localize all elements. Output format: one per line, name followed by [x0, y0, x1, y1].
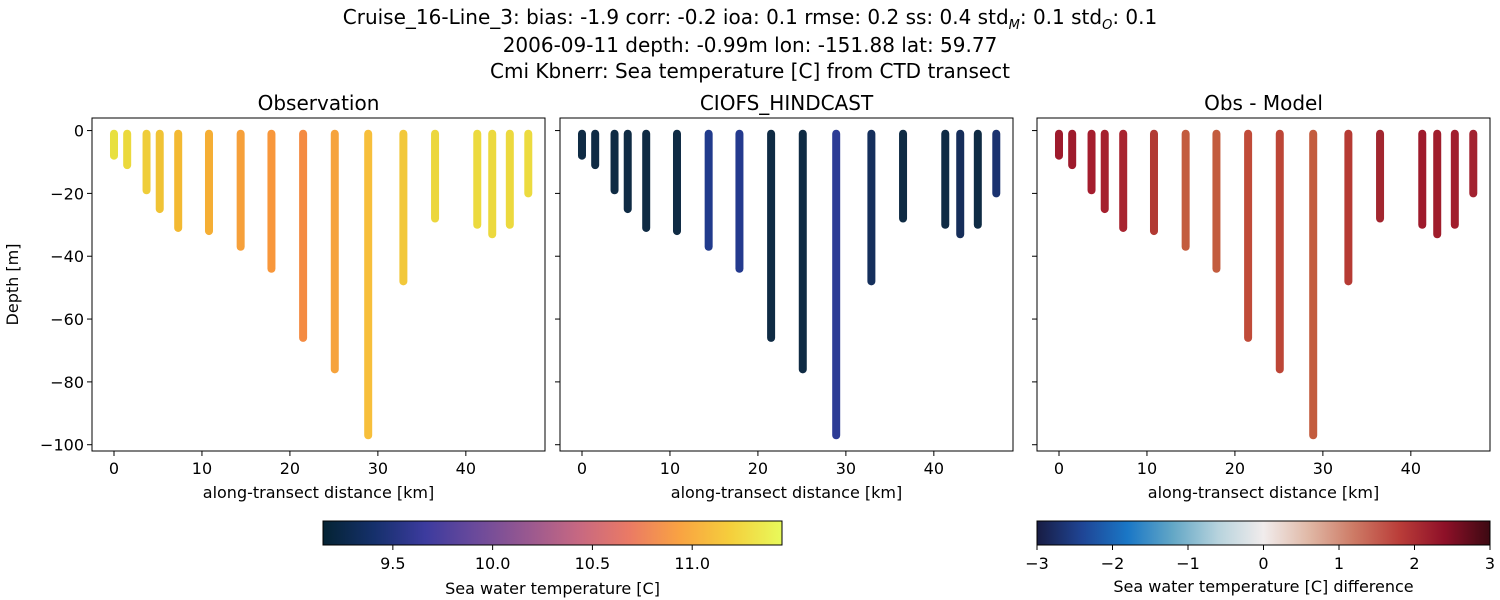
difference-panel: Obs - Model 0 10 20 30 40 along-transect dis… [1032, 91, 1491, 502]
plot-area [91, 117, 546, 452]
figure-title-line-2: 2006-09-11 depth: -0.99m lon: -151.88 la… [503, 33, 998, 57]
panel-title: Observation [258, 91, 380, 115]
colorbar-tick-label: 0 [1258, 554, 1268, 573]
plot-area [1036, 117, 1491, 452]
x-axis-label: along-transect distance [km] [671, 483, 902, 502]
data-marks [1054, 129, 1478, 440]
colorbar-gradient [322, 520, 783, 546]
x-tick-label: 40 [1401, 459, 1421, 478]
y-tick-label: −100 [40, 436, 84, 455]
colorbar-tick-label: −3 [1025, 554, 1049, 573]
colorbar-tick-label: −1 [1176, 554, 1200, 573]
x-axis-label: along-transect distance [km] [1148, 483, 1379, 502]
figure-title-line-1: Cruise_16-Line_3: bias: -1.9 corr: -0.2 … [343, 5, 1157, 33]
x-tick-label: 40 [924, 459, 944, 478]
x-tick-label: 30 [1313, 459, 1333, 478]
colorbar-tick-label: 2 [1409, 554, 1419, 573]
axis-ticks: 0 10 20 30 40 [1032, 130, 1421, 478]
x-tick-label: 30 [368, 459, 388, 478]
x-tick-label: 0 [1054, 459, 1064, 478]
model-panel: CIOFS_HINDCAST 0 10 20 30 40 along-transect … [555, 91, 1014, 502]
colorbar-tick-label: 1 [1334, 554, 1344, 573]
x-tick-label: 10 [1137, 459, 1157, 478]
y-tick-label: 0 [74, 122, 84, 141]
figure-title-line-3: Cmi Kbnerr: Sea temperature [C] from CTD… [490, 59, 1010, 83]
colorbar-ticks: −3 −2 −1 0 1 2 3 [1025, 545, 1495, 573]
y-tick-label: −20 [50, 184, 84, 203]
x-tick-label: 20 [748, 459, 768, 478]
colorbar-label: Sea water temperature [C] [445, 579, 660, 598]
colorbar-tick-label: −2 [1101, 554, 1125, 573]
y-tick-label: −60 [50, 310, 84, 329]
axis-ticks: 0 10 20 30 40 [555, 130, 944, 478]
data-marks [577, 129, 1001, 440]
x-tick-label: 20 [280, 459, 300, 478]
colorbar-gradient [1036, 520, 1491, 546]
observation-panel: Observation 0 10 20 30 40 0 −20 −40 −60 −80 −100 D… [3, 91, 546, 502]
panel-title: CIOFS_HINDCAST [700, 91, 874, 115]
x-tick-label: 20 [1225, 459, 1245, 478]
panel-title: Obs - Model [1204, 91, 1323, 115]
x-tick-label: 30 [836, 459, 856, 478]
colorbar-label: Sea water temperature [C] difference [1113, 577, 1413, 596]
colorbar-tick-label: 3 [1485, 554, 1495, 573]
colorbar-tick-label: 10.5 [575, 554, 611, 573]
colorbar-tick-label: 9.5 [380, 554, 405, 573]
x-tick-label: 10 [192, 459, 212, 478]
y-axis-label: Depth [m] [3, 244, 22, 326]
colorbar-tick-label: 11.0 [674, 554, 710, 573]
plot-area [559, 117, 1014, 452]
colorbar-tick-label: 10.0 [475, 554, 511, 573]
x-tick-label: 0 [109, 459, 119, 478]
temperature-colorbar: 9.5 10.0 10.5 11.0 Sea water temperature [C… [322, 520, 783, 598]
x-tick-label: 40 [456, 459, 476, 478]
x-tick-label: 0 [577, 459, 587, 478]
colorbar-ticks: 9.5 10.0 10.5 11.0 [380, 545, 710, 573]
axis-ticks: 0 10 20 30 40 0 −20 −40 −60 −80 −100 [40, 122, 476, 478]
y-tick-label: −40 [50, 247, 84, 266]
x-axis-label: along-transect distance [km] [203, 483, 434, 502]
data-marks [109, 129, 533, 440]
x-tick-label: 10 [660, 459, 680, 478]
difference-colorbar: −3 −2 −1 0 1 2 3 Sea water temperature [C] dif… [1025, 520, 1495, 596]
y-tick-label: −80 [50, 373, 84, 392]
